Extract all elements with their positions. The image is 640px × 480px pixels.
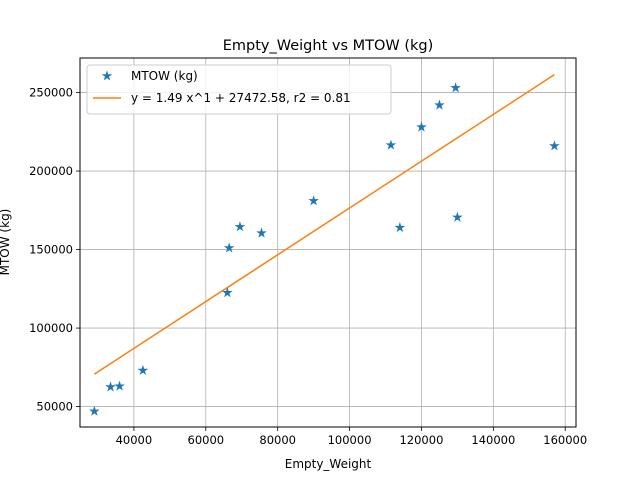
x-tick-label: 140000 [471,433,515,447]
data-point [549,140,560,151]
x-tick-label: 40000 [116,433,153,447]
legend: MTOW (kg) y = 1.49 x^1 + 27472.58, r2 = 0… [86,64,392,115]
data-point [308,195,319,206]
x-tick-label: 100000 [328,433,372,447]
data-point [256,227,267,238]
legend-box [86,64,392,115]
legend-star-marker [101,70,113,81]
data-point [223,242,235,253]
data-point [434,99,445,110]
y-tick-label: 150000 [29,243,73,257]
y-axis-label: MTOW (kg) [0,209,12,276]
x-tick-label: 160000 [543,433,587,447]
x-axis-label: Empty_Weight [285,457,372,471]
data-point [385,139,397,150]
data-point [114,380,125,391]
data-point [452,211,463,222]
y-tick-label: 100000 [29,321,73,335]
data-point [394,222,406,233]
y-tick-label: 250000 [29,86,73,100]
legend-label-mtow: MTOW (kg) [131,69,198,83]
y-axis-ticks: 50000 100000 150000 200000 250000 [29,86,80,414]
chart-title: Empty_Weight vs MTOW (kg) [223,38,434,54]
data-point [105,381,116,392]
plot-frame [79,57,577,428]
data-point [450,82,461,93]
y-tick-label: 50000 [36,400,73,414]
x-axis-ticks: 40000 60000 80000 100000 120000 140000 160000 [116,427,587,447]
legend-label-fit: y = 1.49 x^1 + 27472.58, r2 = 0.81 [131,91,351,105]
data-point [222,287,233,298]
plot-series [89,74,560,416]
x-tick-label: 120000 [399,433,443,447]
data-point [234,221,246,232]
data-point [416,121,427,132]
x-tick-label: 80000 [259,433,296,447]
data-point [137,364,149,375]
fit-line [93,74,555,375]
x-tick-label: 60000 [188,433,225,447]
data-point [89,405,100,416]
y-tick-label: 200000 [29,164,73,178]
